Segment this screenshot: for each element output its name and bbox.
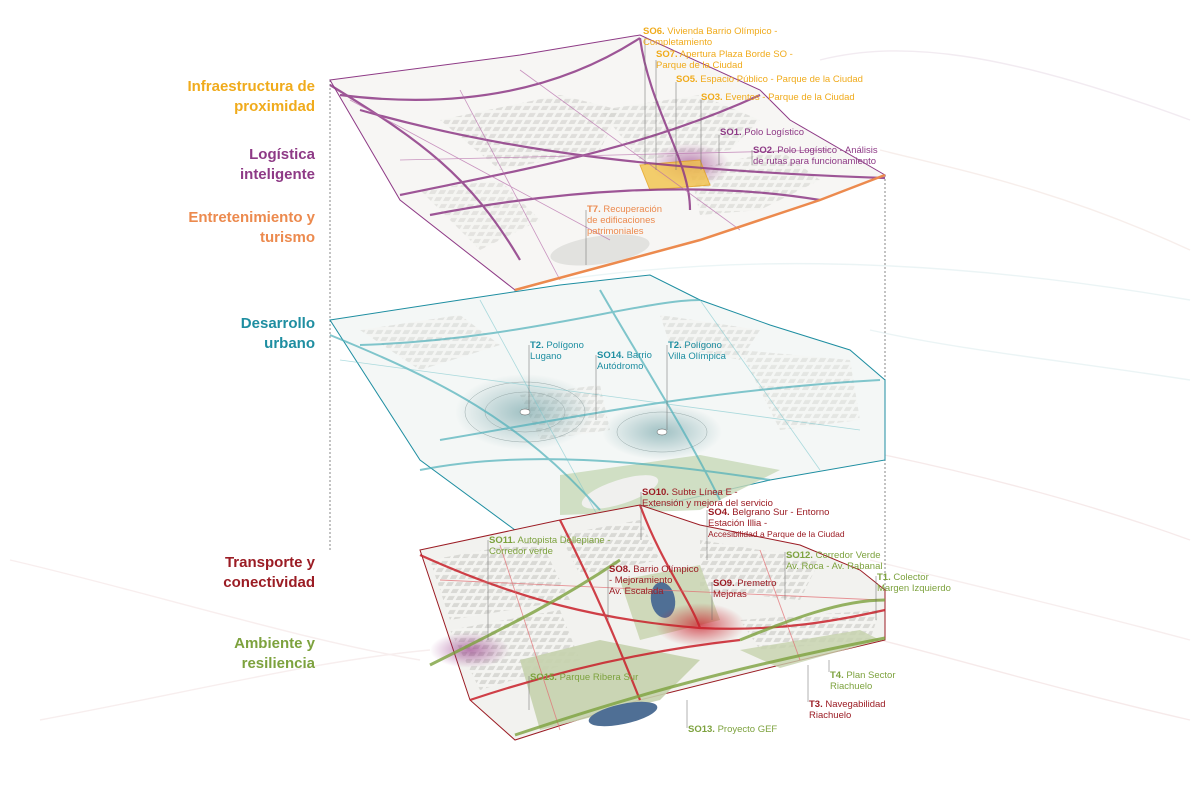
theme-entretenimiento-turismo: Entretenimiento y turismo [188,209,315,246]
middle-layer [329,274,886,531]
annotation-so10: SO10. Subte Línea E - Extensión y mejora… [642,487,773,509]
annotation-so11: SO11. Autopista Dellepiane - Corredor ve… [489,535,611,557]
annotation-t3: T3. Navegabilidad Riachuelo [809,699,886,721]
annotation-so3: SO3. Eventos - Parque de la Ciudad [701,92,855,103]
annotation-so12: SO12. Corredor Verde Av. Roca - Av. Raba… [786,550,883,572]
annotation-so6: SO6. Vivienda Barrio Olímpico - Completa… [643,26,778,48]
annotation-leader-lines [487,38,877,728]
top-layer [329,34,887,292]
theme-transporte-conectividad: Transporte y conectividad [223,554,315,591]
background-streaks [9,50,1191,721]
theme-logistica-inteligente: Logística inteligente [239,146,315,183]
annotation-t2-lugano: T2. Polígono Lugano [530,340,584,362]
annotation-t4: T4. Plan Sector Riachuelo [830,670,896,692]
annotation-so9: SO9. Premetro Mejoras [713,578,777,600]
annotation-so13: SO13. Proyecto GEF [688,724,778,735]
annotation-t1: T1. Colector Margen Izquierdo [877,572,951,594]
annotation-so5: SO5. Espacio Público - Parque de la Ciud… [676,74,863,85]
annotation-so4: SO4. Belgrano Sur - Entorno Estación Ill… [708,507,845,539]
theme-desarrollo-urbano: Desarrollo urbano [240,315,315,352]
annotation-so2: SO2. Polo Logístico - Análisis de rutas … [753,145,878,167]
annotation-so1: SO1. Polo Logístico [720,127,804,138]
annotation-so8: SO8. Barrio Olímpico - Mejoramiento Av. … [609,564,699,597]
annotation-t2-villa-olimpica: T2. Polígono Villa Olímpica [668,340,726,362]
theme-ambiente-resiliencia: Ambiente y resiliencia [234,635,315,672]
annotation-so14: SO14. Barrio Autódromo [597,350,652,372]
theme-infraestructura-proximidad: Infraestructura de proximidad [187,78,315,115]
annotation-t7: T7. Recuperación de edificaciones patrim… [587,204,662,237]
annotation-so15: SO15. Parque Ribera Sur [530,672,639,683]
bottom-layer [419,504,886,741]
annotation-so7: SO7. Apertura Plaza Borde SO - Parque de… [656,49,793,71]
